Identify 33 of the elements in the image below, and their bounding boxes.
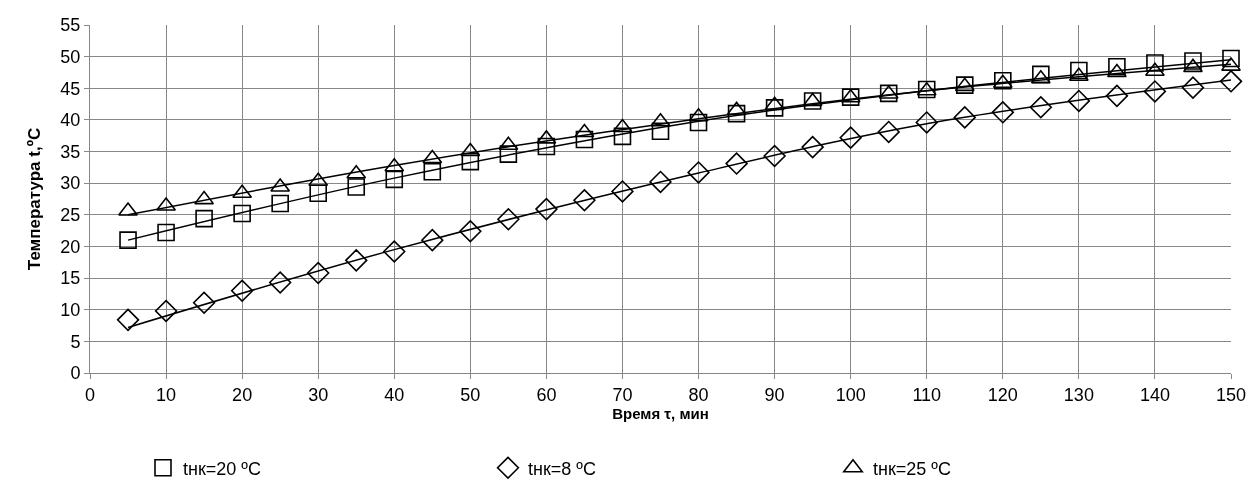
- y-tick-label: 5: [70, 331, 81, 352]
- y-tick-label: 10: [60, 300, 81, 321]
- x-tick-label: 140: [1139, 384, 1170, 405]
- y-axis-title: Температура t,ºC: [24, 127, 44, 271]
- y-tick-label: 55: [60, 15, 81, 36]
- x-tick-label: 80: [688, 384, 709, 405]
- x-tick-label: 120: [987, 384, 1018, 405]
- x-axis-title: Время τ, мин: [612, 404, 709, 422]
- x-tick-label: 50: [460, 384, 481, 405]
- x-tick-label: 60: [536, 384, 557, 405]
- y-tick-label: 50: [60, 46, 81, 67]
- y-tick-label: 35: [60, 141, 81, 162]
- x-tick-label: 100: [835, 384, 866, 405]
- x-tick-label: 40: [384, 384, 405, 405]
- y-tick-label: 15: [60, 268, 81, 289]
- x-tick-label: 30: [308, 384, 329, 405]
- y-tick-label: 25: [60, 205, 81, 226]
- x-tick-label: 10: [156, 384, 177, 405]
- y-tick-label: 20: [60, 236, 81, 257]
- x-tick-label: 150: [1215, 384, 1247, 405]
- y-tick-label: 45: [60, 78, 81, 99]
- y-tick-label: 40: [60, 110, 81, 131]
- x-tick-label: 110: [912, 384, 942, 405]
- y-tick-label: 0: [70, 363, 81, 384]
- x-tick-label: 90: [764, 384, 785, 405]
- x-tick-label: 70: [612, 384, 633, 405]
- legend-label: tнк=8 ºC: [528, 458, 596, 479]
- legend-label: tнк=25 ºC: [873, 458, 951, 479]
- x-tick-label: 0: [84, 384, 96, 405]
- y-tick-label: 30: [60, 173, 81, 194]
- x-tick-label: 20: [232, 384, 253, 405]
- legend-label: tнк=20 ºC: [183, 458, 261, 479]
- x-tick-label: 130: [1063, 384, 1094, 405]
